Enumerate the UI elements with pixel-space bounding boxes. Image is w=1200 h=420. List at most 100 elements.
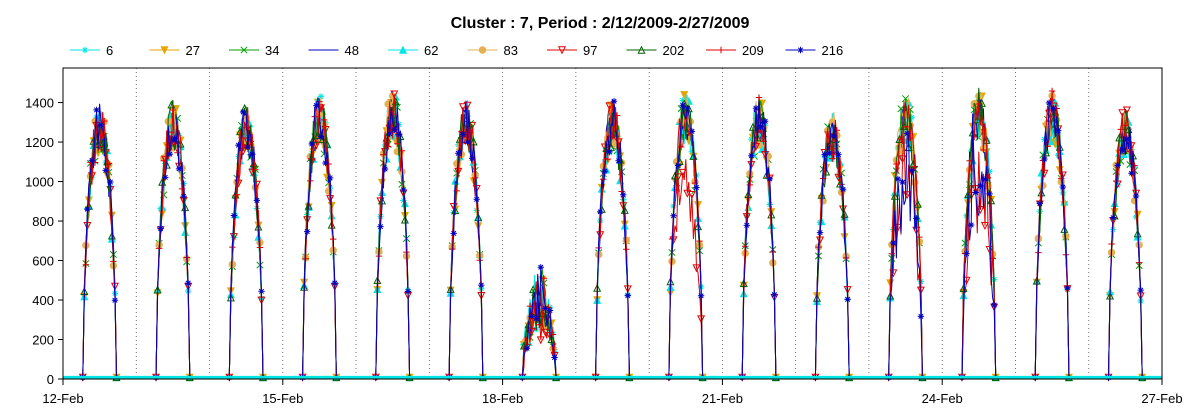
data-point <box>717 46 725 54</box>
marker-shape <box>824 128 831 136</box>
data-point <box>326 174 334 182</box>
marker-shape <box>458 103 467 112</box>
data-point <box>752 105 760 112</box>
data-point <box>249 159 258 168</box>
data-point <box>557 46 567 55</box>
marker-shape <box>557 46 567 55</box>
data-point <box>1117 126 1124 133</box>
data-point <box>450 230 457 237</box>
legend-item-216: 216 <box>785 43 843 58</box>
y-tick-label: 1400 <box>25 96 54 111</box>
data-point <box>605 102 614 111</box>
data-point <box>677 143 685 151</box>
marker-shape <box>175 165 183 173</box>
marker-shape <box>717 46 725 54</box>
data-point <box>972 126 979 134</box>
data-point <box>398 180 406 188</box>
data-point <box>472 185 481 194</box>
data-point <box>97 121 105 129</box>
marker-shape <box>1041 155 1048 163</box>
data-point <box>380 151 387 158</box>
marker-shape <box>678 168 687 177</box>
data-point <box>400 215 409 224</box>
data-point <box>893 223 902 232</box>
data-point <box>258 288 265 295</box>
marker-shape <box>605 102 614 111</box>
data-point <box>317 93 325 100</box>
marker-shape <box>684 104 691 112</box>
data-point <box>670 212 677 219</box>
marker-shape <box>326 174 334 182</box>
y-tick-label: 0 <box>47 372 54 387</box>
marker-shape <box>448 245 456 253</box>
data-point <box>972 189 979 196</box>
marker-shape <box>888 250 895 257</box>
marker-shape <box>692 264 701 273</box>
marker-shape <box>174 149 181 156</box>
marker-shape <box>317 93 325 100</box>
y-tick-label: 1000 <box>25 175 54 190</box>
marker-shape <box>239 108 247 116</box>
marker-shape <box>761 118 769 125</box>
marker-shape <box>752 105 760 112</box>
marker-shape <box>101 117 108 125</box>
marker-shape <box>377 223 384 230</box>
marker-shape <box>84 205 91 213</box>
data-point <box>464 138 471 146</box>
legend-label: 27 <box>186 43 200 58</box>
marker-shape <box>381 165 389 173</box>
data-point <box>1132 189 1141 198</box>
data-point <box>167 100 176 109</box>
data-point <box>1059 183 1067 191</box>
data-point <box>684 104 691 112</box>
data-point <box>1137 286 1144 294</box>
marker-shape <box>830 132 838 140</box>
marker-shape <box>258 288 265 295</box>
marker-shape <box>908 167 915 174</box>
marker-shape <box>743 222 750 229</box>
x-tick-label: 21-Feb <box>702 391 743 406</box>
data-point <box>742 242 749 250</box>
data-point <box>1050 105 1057 112</box>
marker-shape <box>242 124 250 131</box>
marker-shape <box>450 230 457 237</box>
marker-shape <box>102 167 109 174</box>
data-point <box>1045 99 1053 107</box>
marker-shape <box>611 129 620 138</box>
series-line-62 <box>63 94 1162 378</box>
marker-shape <box>249 159 258 168</box>
legend-label: 83 <box>504 43 518 58</box>
marker-shape <box>1132 189 1141 198</box>
marker-shape <box>620 191 627 199</box>
marker-shape <box>230 212 238 219</box>
marker-shape <box>465 119 474 128</box>
data-point <box>899 178 906 186</box>
data-point <box>1036 200 1044 207</box>
legend-label: 62 <box>424 43 438 58</box>
data-point <box>377 223 384 230</box>
data-point <box>1041 155 1048 163</box>
data-point <box>180 193 187 200</box>
data-point <box>821 151 828 158</box>
marker-shape <box>890 239 897 247</box>
marker-shape <box>468 155 476 162</box>
data-point <box>169 106 177 114</box>
data-point <box>981 176 989 183</box>
data-point <box>908 167 915 174</box>
data-point <box>1055 127 1062 134</box>
data-point <box>678 168 687 177</box>
marker-shape <box>691 179 699 187</box>
data-point <box>174 149 181 156</box>
marker-shape <box>899 178 906 186</box>
marker-shape <box>911 163 918 170</box>
marker-shape <box>167 100 176 109</box>
legend-item-27: 27 <box>149 43 200 58</box>
marker-shape <box>171 135 178 142</box>
marker-shape <box>390 90 399 99</box>
data-point <box>674 162 682 169</box>
marker-shape <box>478 46 487 54</box>
data-point <box>471 174 479 182</box>
data-point <box>911 163 918 170</box>
marker-shape <box>1058 175 1065 182</box>
data-point <box>611 129 620 138</box>
